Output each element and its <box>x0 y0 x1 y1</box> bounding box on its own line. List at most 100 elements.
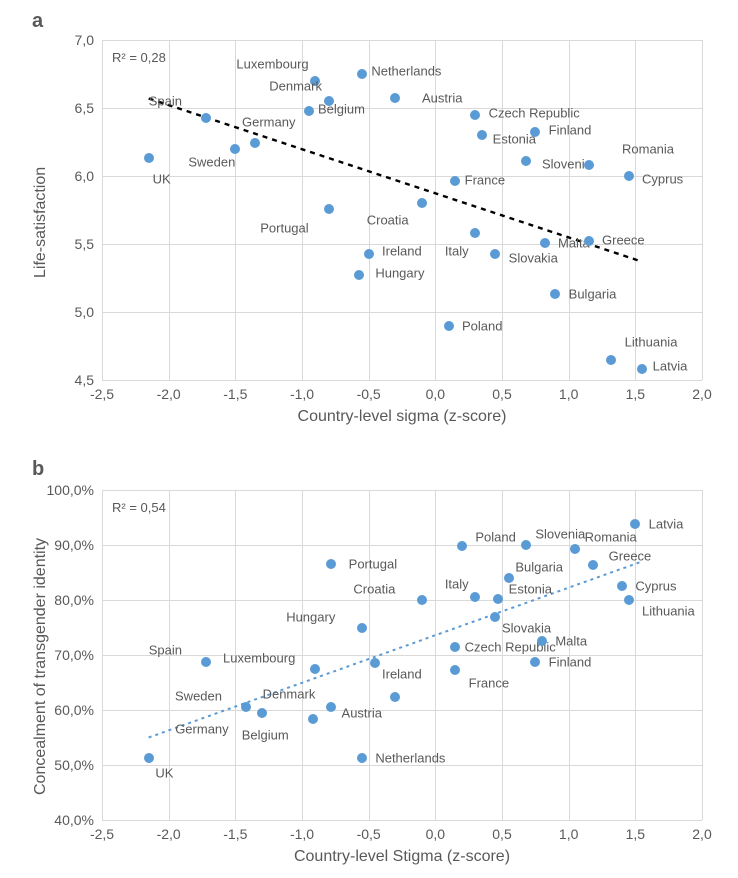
point-label: UK <box>155 766 173 781</box>
point-label: Denmark <box>102 686 315 701</box>
point-label: Belgium <box>102 727 289 742</box>
xtick-label: -1,0 <box>282 386 322 402</box>
point-label: Netherlands <box>375 751 445 766</box>
panel-label-b: b <box>32 458 44 481</box>
point-label: France <box>465 173 505 188</box>
xtick-label: 1,5 <box>615 386 655 402</box>
y-axis-label-a: Life-satisfaction <box>32 167 50 278</box>
x-axis-label-a: Country-level sigma (z-score) <box>102 408 702 426</box>
point-label: Slovakia <box>502 620 551 635</box>
data-point <box>230 144 240 154</box>
xtick-label: -2,0 <box>149 386 189 402</box>
xtick-label: 0,0 <box>415 386 455 402</box>
data-point <box>304 106 314 116</box>
data-point <box>606 355 616 365</box>
point-label: Greece <box>602 232 645 247</box>
xtick-label: 0,5 <box>482 386 522 402</box>
point-label: Poland <box>462 318 502 333</box>
point-label: Portugal <box>349 557 397 572</box>
y-axis-label-b: Concealment of transgender identity <box>32 538 50 795</box>
data-point <box>584 160 594 170</box>
point-label: Bulgaria <box>515 560 563 575</box>
xtick-label: 1,0 <box>549 386 589 402</box>
point-label: Spain <box>102 94 182 109</box>
point-label: Austria <box>422 91 462 106</box>
xtick-label: -2,5 <box>82 826 122 842</box>
data-point <box>457 541 467 551</box>
xtick-label: -2,5 <box>82 386 122 402</box>
data-point <box>530 657 540 667</box>
plot-area-a: UKSpainGermanySwedenLuxembourgDenmarkBel… <box>102 40 702 380</box>
data-point <box>470 228 480 238</box>
point-label: Slovenia <box>535 527 585 542</box>
point-label: Bulgaria <box>569 287 617 302</box>
data-point <box>521 156 531 166</box>
xtick-label: 2,0 <box>682 386 722 402</box>
point-label: Austria <box>102 705 382 720</box>
data-point <box>450 176 460 186</box>
point-label: Denmark <box>102 79 322 94</box>
point-label: Romania <box>622 141 674 156</box>
data-point <box>450 665 460 675</box>
data-point <box>310 664 320 674</box>
point-label: Romania <box>585 529 637 544</box>
xtick-label: -1,5 <box>215 386 255 402</box>
ytick-label: 5,5 <box>44 236 94 252</box>
r2-label-b: R² = 0,54 <box>112 500 166 515</box>
data-point <box>470 110 480 120</box>
point-label: Latvia <box>653 359 688 374</box>
plot-area-b: UKSpainSwedenGermanyLuxembourgBelgiumDen… <box>102 490 702 820</box>
point-label: Lithuania <box>625 334 678 349</box>
data-point <box>537 636 547 646</box>
point-label: Finland <box>549 654 592 669</box>
point-label: Estonia <box>493 132 536 147</box>
xtick-label: 1,0 <box>549 826 589 842</box>
gridline-v <box>702 40 703 380</box>
data-point <box>144 753 154 763</box>
data-point <box>470 592 480 602</box>
data-point <box>444 321 454 331</box>
data-point <box>326 559 336 569</box>
x-axis-label-b: Country-level Stigma (z-score) <box>102 848 702 866</box>
data-point <box>450 642 460 652</box>
point-label: Greece <box>609 549 652 564</box>
data-point <box>490 249 500 259</box>
point-label: Cyprus <box>635 578 676 593</box>
xtick-label: 0,5 <box>482 826 522 842</box>
point-label: Cyprus <box>642 171 683 186</box>
xtick-label: -1,5 <box>215 826 255 842</box>
ytick-label: 80,0% <box>44 592 94 608</box>
data-point <box>540 238 550 248</box>
xtick-label: -2,0 <box>149 826 189 842</box>
data-point <box>357 623 367 633</box>
data-point <box>504 573 514 583</box>
point-label: Estonia <box>509 582 552 597</box>
point-label: Croatia <box>102 212 409 227</box>
data-point <box>390 692 400 702</box>
data-point <box>624 595 634 605</box>
xtick-label: 0,0 <box>415 826 455 842</box>
data-point <box>357 753 367 763</box>
ytick-label: 90,0% <box>44 537 94 553</box>
gridline-v <box>702 490 703 820</box>
point-label: France <box>469 675 509 690</box>
point-label: Lithuania <box>642 604 695 619</box>
figure-container: aUKSpainGermanySwedenLuxembourgDenmarkBe… <box>0 0 738 878</box>
data-point <box>201 113 211 123</box>
point-label: Italy <box>102 243 469 258</box>
data-point <box>570 544 580 554</box>
point-label: Ireland <box>382 667 422 682</box>
ytick-label: 7,0 <box>44 32 94 48</box>
gridline-h <box>102 380 702 381</box>
xtick-label: 2,0 <box>682 826 722 842</box>
ytick-label: 60,0% <box>44 702 94 718</box>
data-point <box>357 69 367 79</box>
point-label: Malta <box>555 633 587 648</box>
xtick-label: -0,5 <box>349 826 389 842</box>
point-label: Slovakia <box>509 250 558 265</box>
data-point <box>417 595 427 605</box>
data-point <box>477 130 487 140</box>
point-label: Finland <box>549 122 592 137</box>
data-point <box>624 171 634 181</box>
ytick-label: 100,0% <box>44 482 94 498</box>
